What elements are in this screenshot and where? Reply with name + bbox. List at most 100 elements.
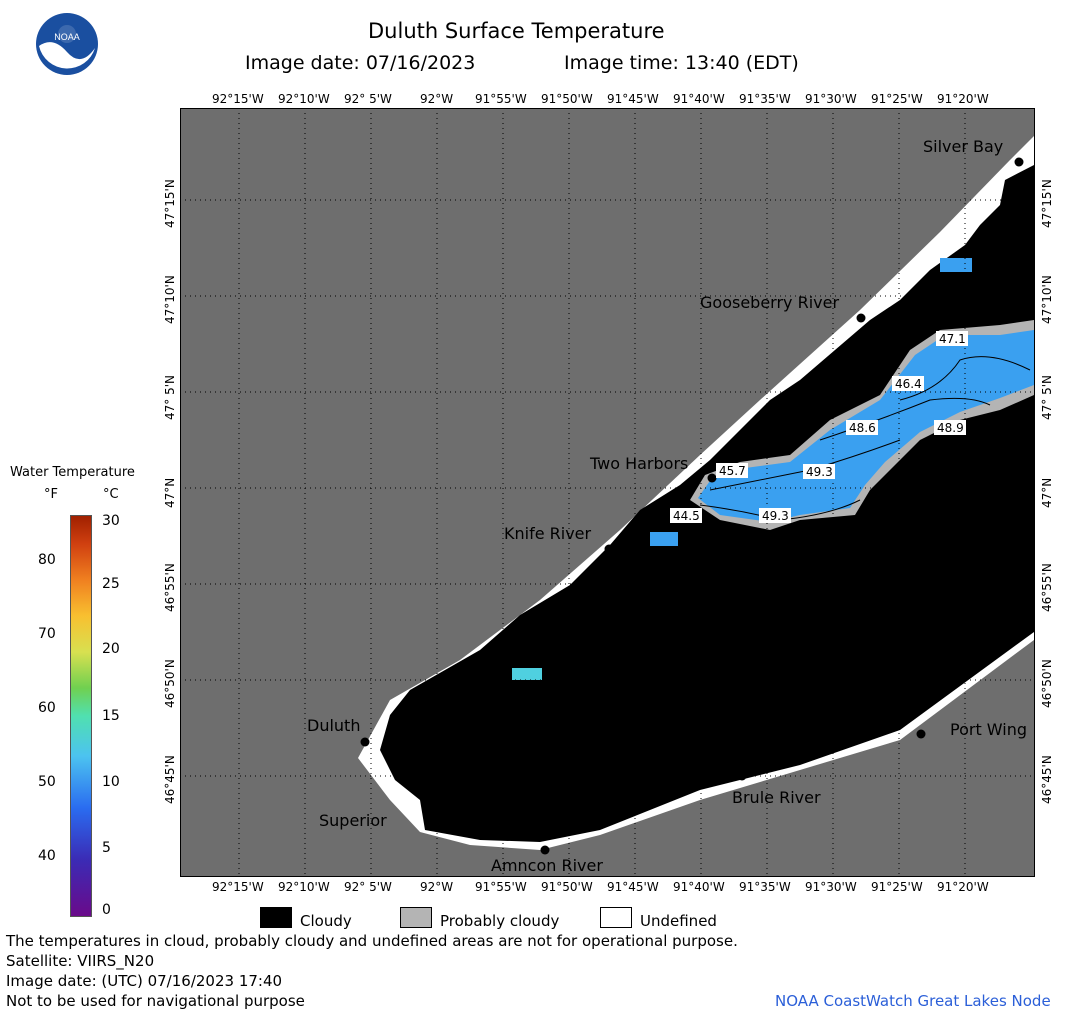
satellite-info: Satellite: VIIRS_N20 [6, 952, 155, 970]
place-label: Two Harbors [589, 454, 688, 473]
probably-cloudy-swatch [400, 907, 432, 928]
lon-tick-label: 91°50'W [541, 880, 593, 894]
undefined-label: Undefined [640, 912, 717, 930]
legend-c-tick: 20 [102, 641, 120, 657]
temp-label: 47.1 [939, 332, 966, 346]
temp-label: 48.6 [849, 421, 876, 435]
lon-tick-label: 92°10'W [278, 92, 330, 106]
image-date: Image date: 07/16/2023 [245, 52, 476, 74]
lon-tick-label: 92° 5'W [344, 880, 392, 894]
legend-c-tick: 30 [102, 513, 120, 529]
place-label: Gooseberry River [700, 293, 839, 312]
undefined-swatch [600, 907, 632, 928]
lon-tick-label: 92° 5'W [344, 92, 392, 106]
legend-f-tick: 70 [38, 626, 56, 642]
temp-label: 45.7 [719, 464, 746, 478]
temp-label: 46.4 [895, 377, 922, 391]
water-patch [940, 258, 972, 272]
navigation-warning: Not to be used for navigational purpose [6, 992, 305, 1010]
legend-f-tick: 60 [38, 700, 56, 716]
lat-tick-label: 47° 5'N [163, 375, 177, 420]
legend-c-tick: 25 [102, 576, 120, 592]
image-time: Image time: 13:40 (EDT) [564, 52, 799, 74]
place-marker [360, 737, 370, 747]
grid-lines [180, 108, 1035, 877]
probably-cloudy-label: Probably cloudy [440, 912, 560, 930]
lat-tick-label: 46°50'N [163, 659, 177, 708]
cloudy-label: Cloudy [300, 912, 352, 930]
lon-tick-label: 91°55'W [475, 92, 527, 106]
svg-text:NOAA: NOAA [54, 32, 80, 42]
legend-c-tick: 0 [102, 902, 111, 918]
lat-tick-label: 46°50'N [1040, 659, 1054, 708]
lon-tick-label: 92°W [420, 880, 454, 894]
place-marker [737, 771, 747, 781]
lon-tick-label: 92°15'W [212, 92, 264, 106]
place-marker [916, 729, 926, 739]
legend-title: Water Temperature [10, 465, 135, 480]
lat-tick-label: 47°10'N [163, 275, 177, 324]
temp-label: 48.9 [937, 421, 964, 435]
place-label: Superior [319, 811, 387, 830]
temperature-labels: 47.1 46.4 48.6 48.9 45.7 49.3 44.5 49.3 [670, 331, 968, 523]
lon-tick-label: 91°20'W [937, 880, 989, 894]
disclaimer-note: The temperatures in cloud, probably clou… [6, 932, 738, 950]
place-marker [604, 544, 614, 554]
lon-tick-label: 91°25'W [871, 880, 923, 894]
place-marker [540, 845, 550, 855]
temperature-map: Silver Bay Gooseberry River Two Harbors … [180, 108, 1035, 877]
water-patch [512, 668, 542, 680]
place-label: Duluth [307, 716, 360, 735]
cloudy-swatch [260, 907, 292, 928]
place-label: Brule River [732, 788, 821, 807]
legend-c-tick: 15 [102, 708, 120, 724]
temp-label: 44.5 [673, 509, 700, 523]
lon-tick-label: 91°40'W [673, 92, 725, 106]
legend-f-tick: 50 [38, 774, 56, 790]
lat-tick-label: 47°15'N [1040, 179, 1054, 228]
temperature-color-bar [70, 515, 92, 917]
lat-tick-label: 46°55'N [1040, 563, 1054, 612]
legend-c-tick: 10 [102, 774, 120, 790]
place-label: Knife River [504, 524, 592, 543]
lat-tick-label: 46°45'N [1040, 755, 1054, 804]
place-label: Silver Bay [923, 137, 1003, 156]
isotherm-line [899, 356, 1031, 401]
lon-tick-label: 91°35'W [739, 880, 791, 894]
legend-unit-f: °F [44, 487, 58, 502]
legend-c-tick: 5 [102, 840, 111, 856]
lat-tick-label: 47°10'N [1040, 275, 1054, 324]
legend-unit-c: °C [103, 487, 119, 502]
noaa-logo: NOAA [35, 12, 99, 76]
credit-link[interactable]: NOAA CoastWatch Great Lakes Node [775, 992, 1051, 1010]
lat-tick-label: 47°N [1040, 477, 1054, 508]
lon-tick-label: 91°20'W [937, 92, 989, 106]
place-label: Port Wing [950, 720, 1027, 739]
place-marker [1014, 157, 1024, 167]
temp-label: 49.3 [762, 509, 789, 523]
lat-tick-label: 47°15'N [163, 179, 177, 228]
lon-tick-label: 92°W [420, 92, 454, 106]
lon-tick-label: 91°45'W [607, 880, 659, 894]
lat-tick-label: 47° 5'N [1040, 375, 1054, 420]
place-label: Amncon River [491, 856, 603, 875]
lon-tick-label: 91°55'W [475, 880, 527, 894]
lon-tick-label: 92°15'W [212, 880, 264, 894]
lon-tick-label: 91°30'W [805, 92, 857, 106]
lon-tick-label: 91°45'W [607, 92, 659, 106]
lon-tick-label: 91°40'W [673, 880, 725, 894]
water-patch [650, 532, 678, 546]
utc-date: Image date: (UTC) 07/16/2023 17:40 [6, 972, 283, 990]
lat-tick-label: 46°45'N [163, 755, 177, 804]
legend-f-tick: 80 [38, 552, 56, 568]
lon-tick-label: 91°35'W [739, 92, 791, 106]
place-marker [707, 473, 717, 483]
page-title: Duluth Surface Temperature [368, 19, 665, 43]
lat-tick-label: 47°N [163, 477, 177, 508]
lon-tick-label: 92°10'W [278, 880, 330, 894]
lon-tick-label: 91°30'W [805, 880, 857, 894]
lon-tick-label: 91°25'W [871, 92, 923, 106]
map-frame [180, 108, 1035, 877]
place-marker [856, 313, 866, 323]
legend-f-tick: 40 [38, 848, 56, 864]
